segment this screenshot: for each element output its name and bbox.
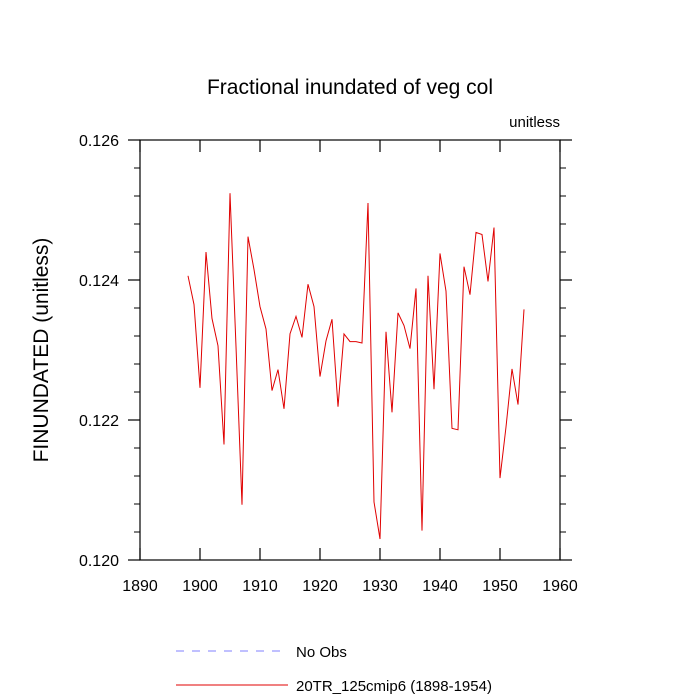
legend: No Obs 20TR_125cmip6 (1898-1954) (176, 644, 492, 695)
legend-label-20tr: 20TR_125cmip6 (1898-1954) (296, 678, 492, 695)
chart-title: Fractional inundated of veg col (207, 76, 493, 99)
plot-frame (139, 139, 561, 561)
x-tick-label: 1960 (542, 578, 578, 595)
x-tick-label: 1910 (242, 578, 278, 595)
y-axis-label: FINUNDATED (unitless) (30, 238, 53, 463)
y-tick-label: 0.126 (79, 133, 119, 150)
x-tick-label: 1930 (362, 578, 398, 595)
axis-ticks (128, 139, 572, 561)
units-label: unitless (509, 114, 560, 131)
x-tick-label: 1900 (182, 578, 218, 595)
y-tick-label: 0.120 (79, 553, 119, 570)
x-tick-label: 1940 (422, 578, 458, 595)
x-tick-label: 1950 (482, 578, 518, 595)
series-line (187, 193, 525, 540)
y-tick-label: 0.122 (79, 413, 119, 430)
y-tick-label: 0.124 (79, 273, 119, 290)
series-layer (187, 193, 525, 540)
x-tick-label: 1890 (122, 578, 158, 595)
x-tick-label: 1920 (302, 578, 338, 595)
legend-label-no-obs: No Obs (296, 644, 347, 661)
axis-tick-labels: 1890 1900 1910 1920 1930 1940 1950 1960 0.120 0.1… (79, 133, 578, 595)
